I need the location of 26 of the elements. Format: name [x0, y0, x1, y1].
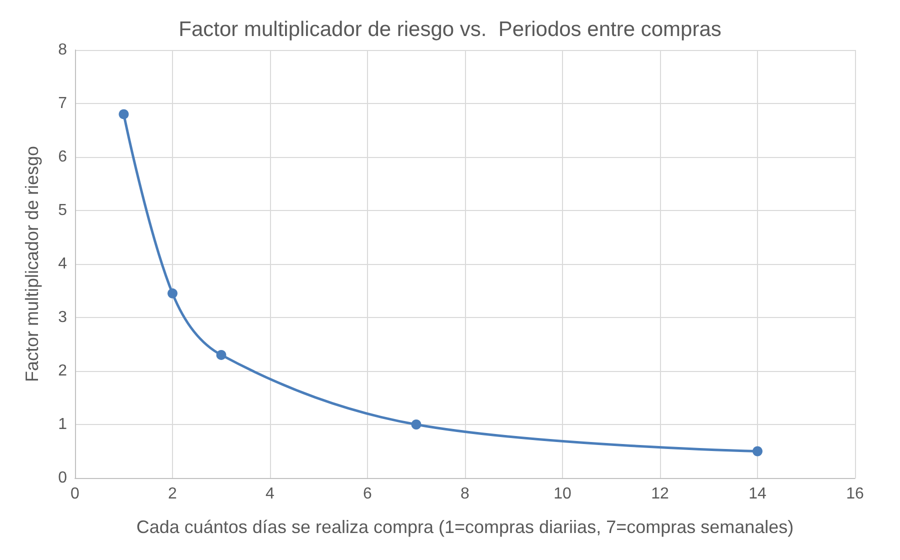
y-tick-label: 6: [58, 148, 68, 166]
y-tick-label: 5: [58, 202, 68, 219]
y-tick-label: 1: [58, 416, 68, 433]
y-tick-label: 0: [58, 470, 68, 486]
y-tick-label: 3: [58, 309, 68, 326]
point: [118, 109, 129, 120]
y-tick-label: 4: [58, 256, 68, 272]
x-axis-title: Cada cuántos días se realiza compra (1=compras diariias, 7=compras semanales): [136, 517, 794, 537]
point: [752, 446, 762, 456]
point: [411, 420, 422, 430]
x-tick-label: 10: [554, 486, 572, 502]
y-axis-title: Factor multiplicador de riesgo: [22, 146, 42, 382]
x-tick-label: 6: [363, 486, 372, 502]
x-tick-label: 4: [266, 486, 275, 502]
x-tick-label: 2: [168, 486, 178, 502]
y-tick-label: 8: [58, 42, 68, 58]
point: [168, 288, 178, 298]
point: [216, 350, 226, 360]
x-tick-label: 16: [846, 486, 864, 502]
x-tick-label: 12: [651, 486, 669, 502]
chart-title: Factor multiplicador de riesgo vs. Periodos entre compras: [178, 18, 722, 41]
x-tick-label: 8: [460, 486, 470, 502]
y-tick-label: 2: [58, 362, 68, 380]
y-tick-label: 7: [58, 95, 68, 112]
x-tick-label: 0: [70, 486, 80, 502]
x-tick-label: 14: [748, 486, 766, 502]
